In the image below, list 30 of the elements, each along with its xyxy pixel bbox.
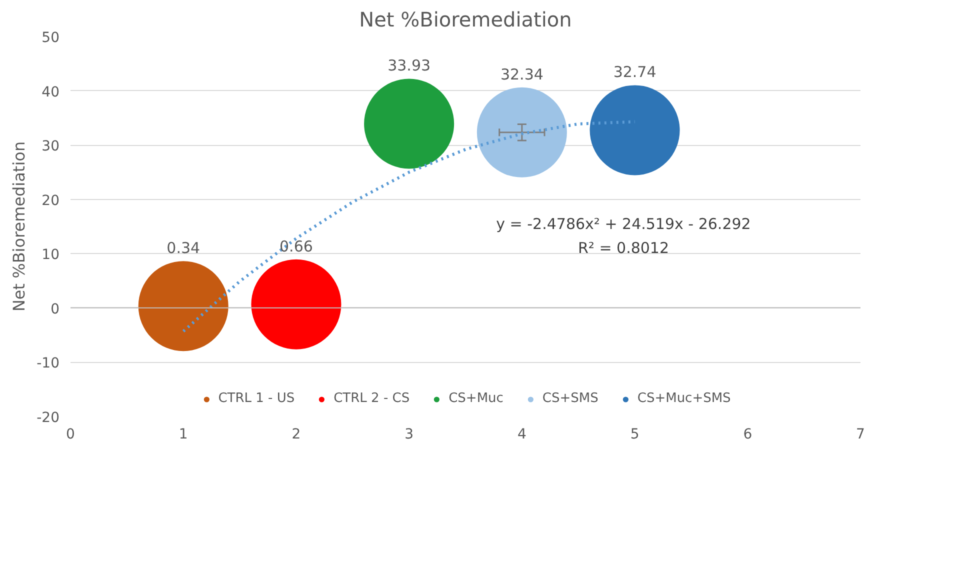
annotation: y = -2.4786x² + 24.519x - 26.292 (496, 214, 751, 233)
legend-label: CTRL 1 - US (218, 391, 295, 406)
legend-label: CS+SMS (542, 391, 598, 406)
x-tick-label: 5 (630, 426, 640, 442)
x-tick-label: 2 (292, 426, 301, 442)
data-label: 32.74 (613, 63, 656, 82)
y-tick-label: 30 (42, 138, 60, 155)
y-axis-title: Net %Bioremediation (10, 141, 29, 312)
annotation: R² = 0.8012 (578, 238, 670, 257)
x-tick-label: 6 (743, 426, 752, 442)
x-tick-label: 3 (404, 426, 414, 442)
legend-label: CS+Muc (448, 391, 504, 406)
y-tick-label: 0 (50, 301, 60, 318)
legend-label: CTRL 2 - CS (334, 391, 410, 406)
x-tick-label: 4 (517, 426, 526, 442)
x-tick-label: 7 (856, 426, 865, 442)
data-label: 0.66 (280, 237, 313, 256)
data-label: 33.93 (388, 56, 431, 75)
y-tick-label: 20 (42, 192, 60, 209)
legend-label: CS+Muc+SMS (637, 391, 731, 406)
chart-title: Net %Bioremediation (359, 8, 572, 32)
data-label: 0.34 (166, 239, 200, 258)
x-tick-label: 0 (66, 426, 75, 442)
y-tick-label: 40 (42, 84, 60, 100)
y-tick-label: -10 (36, 356, 60, 372)
y-tick-label: 10 (42, 247, 60, 264)
data-label: 32.34 (500, 65, 544, 84)
y-tick-label: -20 (36, 410, 60, 426)
y-tick-label: 50 (42, 30, 60, 46)
x-tick-label: 1 (178, 426, 188, 442)
